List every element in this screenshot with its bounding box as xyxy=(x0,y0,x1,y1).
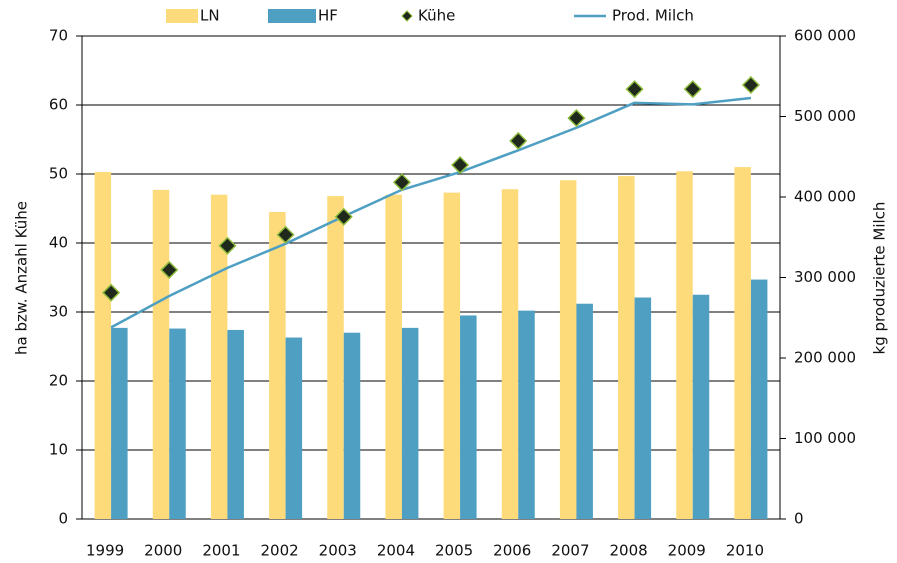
y-tick-label: 20 xyxy=(49,372,68,390)
bar xyxy=(750,279,768,519)
bar xyxy=(460,315,477,519)
bar xyxy=(210,194,228,519)
legend-label: HF xyxy=(318,7,338,25)
bar xyxy=(94,171,112,519)
x-tick-label: 2008 xyxy=(609,542,647,560)
x-tick-label: 2007 xyxy=(551,542,589,560)
bar xyxy=(227,329,244,519)
y-tick-label: 0 xyxy=(58,510,68,528)
y-tick-label: 50 xyxy=(49,165,68,183)
point xyxy=(276,225,295,244)
bar xyxy=(169,328,186,519)
legend-swatch xyxy=(401,10,413,22)
y-tick-label: 10 xyxy=(49,441,68,459)
y2-tick-label: 100 000 xyxy=(794,429,856,447)
point xyxy=(509,131,528,150)
point xyxy=(334,207,353,226)
x-tick-label: 2001 xyxy=(202,542,240,560)
y2-axis-title: kg produzierte Milch xyxy=(871,202,889,355)
y-tick-label: 40 xyxy=(49,234,68,252)
point xyxy=(218,236,237,255)
point xyxy=(625,80,644,99)
bar xyxy=(269,211,286,519)
legend-label: Kühe xyxy=(418,7,455,25)
bar xyxy=(385,194,402,519)
x-tick-label: 2004 xyxy=(377,542,415,560)
x-tick-label: 2000 xyxy=(144,542,182,560)
line xyxy=(110,96,752,329)
legend-swatch xyxy=(268,9,316,23)
y2-tick-label: 600 000 xyxy=(794,27,856,45)
bar xyxy=(676,171,693,520)
bar xyxy=(576,303,593,519)
legend-label: LN xyxy=(200,7,220,25)
legend-swatch xyxy=(166,9,198,23)
point xyxy=(741,75,760,95)
point xyxy=(451,155,470,175)
point xyxy=(102,283,121,302)
x-tick-label: 1999 xyxy=(86,542,124,560)
bar xyxy=(692,294,710,519)
bar xyxy=(285,337,303,519)
point xyxy=(683,80,702,99)
x-tick-label: 2010 xyxy=(726,542,764,560)
x-tick-label: 2009 xyxy=(668,542,706,560)
bar xyxy=(443,192,461,519)
bar xyxy=(327,196,344,519)
bar xyxy=(152,189,170,519)
legend-label: Prod. Milch xyxy=(612,7,694,25)
bar xyxy=(343,332,361,519)
point xyxy=(392,173,411,192)
bar xyxy=(559,180,577,519)
x-tick-label: 2002 xyxy=(260,542,298,560)
point xyxy=(160,260,179,279)
y-tick-label: 70 xyxy=(49,27,68,45)
y2-tick-label: 300 000 xyxy=(794,268,856,286)
bar xyxy=(634,297,652,519)
x-tick-label: 2005 xyxy=(435,542,473,560)
y2-tick-label: 400 000 xyxy=(794,188,856,206)
y2-tick-label: 0 xyxy=(794,510,804,528)
x-tick-label: 2003 xyxy=(319,542,357,560)
y-tick-label: 60 xyxy=(49,96,68,114)
y-axis-title: ha bzw. Anzahl Kühe xyxy=(13,201,31,355)
point xyxy=(567,109,586,128)
bar xyxy=(111,327,128,519)
bar xyxy=(501,189,519,519)
x-tick-label: 2006 xyxy=(493,542,531,560)
y2-tick-label: 200 000 xyxy=(794,349,856,367)
bar xyxy=(401,327,419,519)
bar xyxy=(518,310,535,519)
bar xyxy=(734,167,751,519)
y2-tick-label: 500 000 xyxy=(794,107,856,125)
bar xyxy=(618,176,635,519)
y-tick-label: 30 xyxy=(49,303,68,321)
